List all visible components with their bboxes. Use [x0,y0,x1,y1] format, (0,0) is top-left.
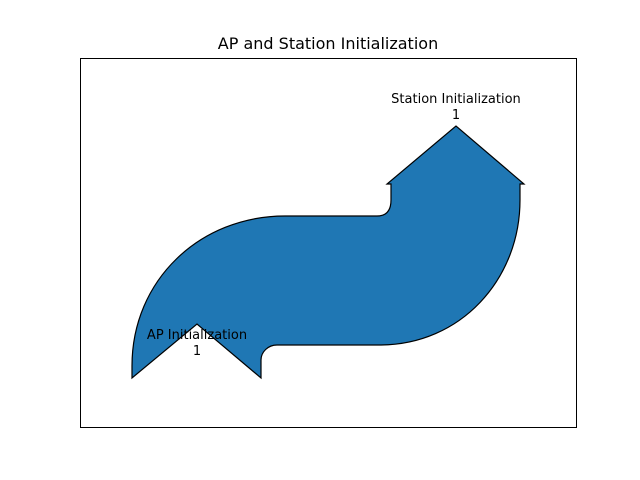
output-flow-value: 1 [452,108,460,123]
figure-title: AP and Station Initialization [218,34,438,53]
sankey-flow-path [131,125,526,380]
input-flow-label: AP Initialization [147,328,247,343]
output-flow-label: Station Initialization [391,92,521,107]
input-flow-value: 1 [193,344,201,359]
axes-frame [80,58,577,428]
